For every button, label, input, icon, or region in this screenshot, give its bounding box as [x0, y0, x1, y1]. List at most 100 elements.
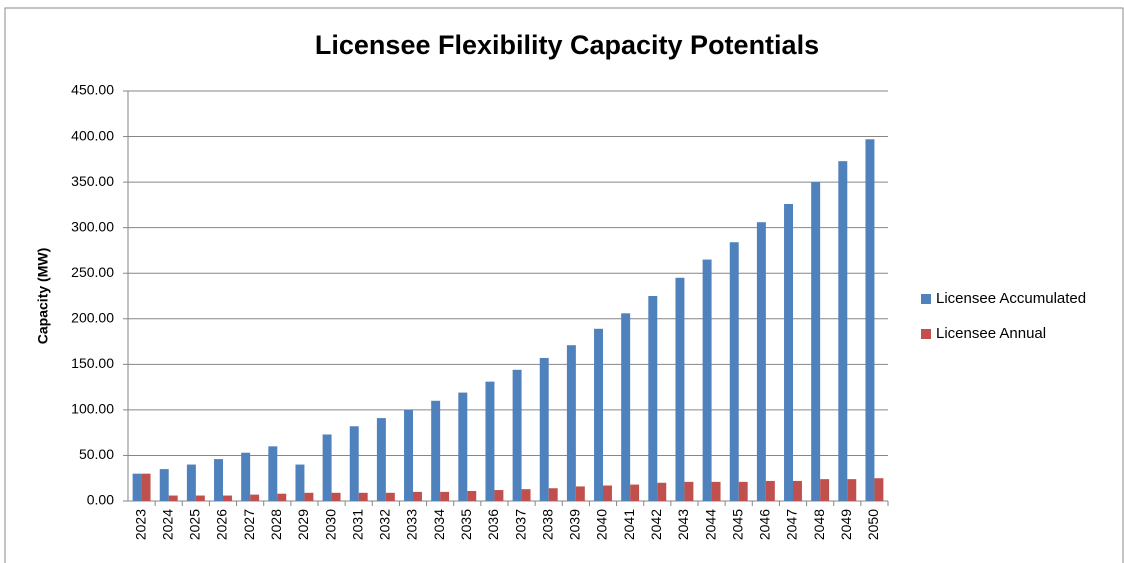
bar: [539, 357, 549, 501]
x-tick-label: 2048: [811, 509, 827, 540]
x-tick-label: 2038: [539, 509, 555, 540]
bar: [159, 469, 169, 501]
bar: [277, 493, 287, 501]
bar: [838, 161, 848, 501]
x-tick-label: 2024: [159, 509, 175, 540]
bar: [376, 418, 386, 501]
y-tick-label: 200.00: [71, 309, 114, 325]
bar: [186, 464, 196, 501]
x-tick-label: 2030: [322, 509, 338, 540]
bar: [413, 491, 422, 501]
bar: [657, 482, 667, 501]
y-tick-label: 300.00: [71, 218, 114, 234]
bar: [738, 481, 748, 501]
legend-swatch: [921, 294, 931, 304]
bar: [756, 222, 766, 501]
bar: [521, 489, 531, 501]
x-tick-label: 2033: [404, 509, 420, 540]
bar: [548, 488, 558, 501]
bar: [648, 296, 658, 501]
bar: [223, 495, 232, 501]
bar: [793, 480, 802, 501]
bar: [132, 473, 142, 501]
y-tick-label: 450.00: [71, 82, 114, 98]
y-tick-label: 350.00: [71, 173, 114, 189]
x-tick-label: 2041: [621, 509, 637, 540]
x-tick-label: 2035: [458, 509, 474, 540]
bar: [241, 452, 251, 501]
y-tick-label: 100.00: [71, 401, 114, 417]
bar: [304, 492, 314, 501]
bar: [566, 345, 576, 501]
x-tick-label: 2040: [594, 509, 610, 540]
bar: [711, 481, 721, 501]
x-tick-label: 2039: [567, 509, 583, 540]
bar: [684, 481, 694, 501]
bar: [512, 369, 522, 501]
bar: [865, 139, 875, 502]
bar: [250, 494, 260, 501]
bar: [141, 473, 151, 501]
bar: [358, 492, 368, 501]
bar: [349, 426, 359, 501]
bar: [458, 392, 468, 501]
x-tick-label: 2026: [214, 509, 230, 540]
y-tick-label: 400.00: [71, 127, 114, 143]
x-tick-label: 2023: [132, 509, 148, 540]
legend-label: Licensee Annual: [936, 325, 1046, 342]
x-tick-label: 2031: [349, 509, 365, 540]
bar: [295, 464, 305, 501]
bar: [784, 203, 793, 501]
bar: [621, 313, 631, 501]
x-tick-label: 2046: [757, 509, 773, 540]
x-tick-label: 2045: [729, 509, 745, 540]
x-tick-label: 2032: [377, 509, 393, 540]
bar: [431, 400, 441, 501]
bar: [168, 495, 178, 501]
bar: [765, 480, 775, 501]
bar: [811, 182, 821, 501]
x-tick-label: 2037: [512, 509, 528, 540]
legend-label: Licensee Accumulated: [936, 290, 1086, 307]
x-tick-label: 2050: [865, 509, 881, 540]
y-axis-title: Capacity (MW): [35, 248, 51, 344]
x-tick-label: 2042: [648, 509, 664, 540]
bar: [331, 492, 341, 501]
x-tick-label: 2043: [675, 509, 691, 540]
legend-swatch: [921, 329, 931, 339]
bar: [847, 479, 857, 501]
bar: [467, 490, 477, 501]
y-tick-label: 0.00: [87, 492, 114, 508]
bar: [630, 484, 640, 501]
bar: [729, 242, 739, 501]
x-tick-label: 2025: [187, 509, 203, 540]
bar: [214, 459, 223, 501]
bar: [594, 328, 603, 501]
bar: [675, 277, 685, 501]
bar: [385, 492, 395, 501]
bar: [322, 434, 332, 501]
bar: [195, 495, 205, 501]
y-tick-label: 150.00: [71, 355, 114, 371]
x-tick-label: 2027: [241, 509, 257, 540]
x-tick-label: 2034: [431, 509, 447, 540]
bar: [440, 491, 450, 501]
bar: [575, 486, 585, 501]
x-tick-label: 2047: [784, 509, 800, 540]
bar: [820, 479, 830, 501]
y-tick-label: 50.00: [79, 446, 114, 462]
y-tick-label: 250.00: [71, 264, 114, 280]
bar: [603, 485, 612, 501]
bar: [485, 381, 495, 501]
chart-title: Licensee Flexibility Capacity Potentials: [315, 30, 819, 60]
bar: [494, 490, 504, 501]
bar: [404, 409, 413, 501]
x-tick-label: 2029: [295, 509, 311, 540]
x-tick-label: 2036: [485, 509, 501, 540]
bar: [874, 478, 884, 501]
x-tick-label: 2028: [268, 509, 284, 540]
x-tick-label: 2044: [702, 509, 718, 540]
x-tick-label: 2049: [838, 509, 854, 540]
bar: [268, 446, 278, 501]
